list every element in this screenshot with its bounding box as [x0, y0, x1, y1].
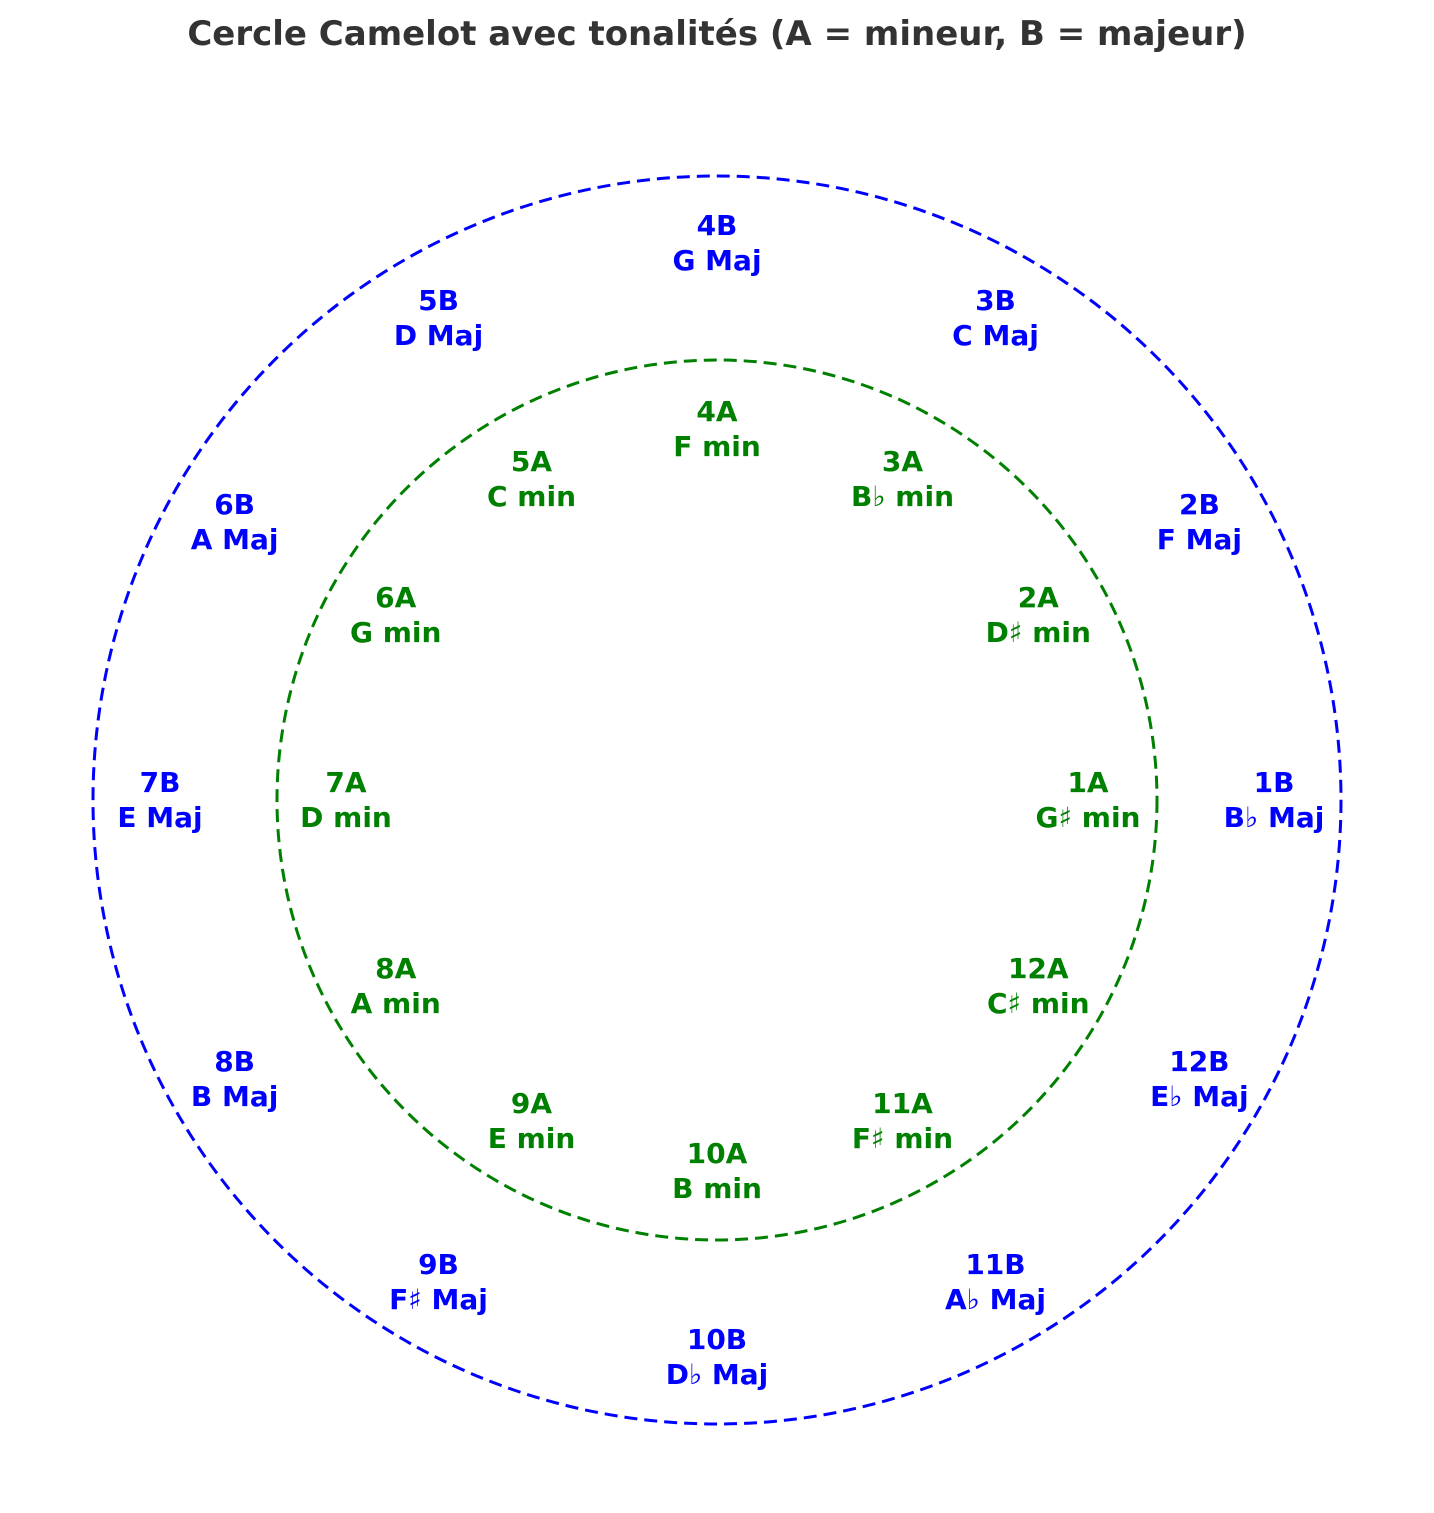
camelot-code: 11A [872, 1087, 933, 1121]
figure-title: Cercle Camelot avec tonalités (A = mineu… [187, 14, 1247, 54]
key-name: G min [349, 615, 442, 649]
wheel-label-3A: 3A B♭ min [851, 444, 954, 514]
wheel-label-1A: 1A G♯ min [1035, 765, 1140, 835]
wheel-label-11A: 11A F♯ min [852, 1086, 953, 1156]
camelot-code: 3B [975, 283, 1016, 317]
wheel-label-6A: 6A G min [350, 580, 441, 650]
camelot-code: 9B [418, 1248, 459, 1282]
camelot-code: 7A [325, 766, 367, 799]
wheel-label-2A: 2A D♯ min [986, 580, 1091, 650]
key-name: D♯ min [985, 615, 1091, 649]
key-name: D♭ Maj [665, 1358, 769, 1391]
wheel-label-7A: 7A D min [300, 765, 392, 835]
camelot-code: 12A [1007, 951, 1069, 985]
key-name: E♭ Maj [1150, 1079, 1249, 1113]
wheel-label-4B: 4B G Maj [672, 208, 761, 278]
camelot-code: 5B [418, 283, 459, 317]
camelot-code: 6B [214, 487, 256, 521]
key-name: D min [300, 801, 392, 834]
key-name: B Maj [190, 1079, 279, 1113]
camelot-code: 1A [1067, 766, 1109, 799]
key-name: E Maj [117, 801, 203, 834]
key-name: C Maj [952, 318, 1039, 352]
wheel-label-9B: 9B F♯ Maj [389, 1247, 488, 1317]
camelot-code: 12B [1169, 1044, 1230, 1078]
key-name: G Maj [672, 244, 762, 277]
camelot-code: 9A [510, 1087, 553, 1121]
inner-minor-circle [275, 358, 1159, 1242]
key-name: B min [672, 1172, 762, 1205]
key-name: A♭ Maj [945, 1283, 1046, 1317]
key-name: D Maj [393, 318, 484, 352]
key-name: C min [486, 479, 577, 513]
key-name: F min [673, 430, 761, 463]
key-name: A Maj [190, 522, 279, 556]
camelot-code: 2A [1017, 580, 1059, 614]
key-name: F Maj [1156, 522, 1242, 556]
wheel-label-1B: 1B B♭ Maj [1224, 765, 1325, 835]
outer-major-circle [91, 174, 1343, 1426]
wheel-label-2B: 2B F Maj [1157, 487, 1242, 557]
camelot-code: 11B [965, 1248, 1026, 1282]
camelot-code: 5A [510, 444, 553, 478]
wheel-label-12A: 12A C♯ min [987, 951, 1090, 1021]
wheel-label-10B: 10B D♭ Maj [666, 1322, 769, 1392]
camelot-code: 7B [139, 766, 181, 799]
key-name: C♯ min [986, 986, 1090, 1020]
wheel-label-12B: 12B E♭ Maj [1150, 1044, 1248, 1114]
wheel-label-3B: 3B C Maj [952, 283, 1039, 353]
wheel-label-10A: 10A B min [672, 1136, 762, 1206]
camelot-code: 4A [696, 395, 738, 428]
camelot-code: 3A [881, 444, 924, 478]
key-name: B♭ Maj [1223, 801, 1325, 834]
camelot-code: 6A [375, 580, 417, 614]
key-name: G♯ min [1035, 801, 1141, 834]
key-name: B♭ min [850, 479, 955, 513]
camelot-code: 10B [686, 1323, 748, 1356]
wheel-label-8A: 8A A min [351, 951, 441, 1021]
camelot-code: 1B [1253, 766, 1295, 799]
key-name: F♯ min [851, 1122, 954, 1156]
wheel-label-11B: 11B A♭ Maj [945, 1247, 1046, 1317]
camelot-code: 8A [375, 951, 417, 985]
camelot-code: 2B [1178, 487, 1220, 521]
wheel-label-5A: 5A C min [487, 444, 576, 514]
wheel-label-7B: 7B E Maj [117, 765, 202, 835]
wheel-label-8B: 8B B Maj [191, 1044, 278, 1114]
key-name: E min [487, 1122, 576, 1156]
wheel-label-9A: 9A E min [488, 1086, 576, 1156]
key-name: F♯ Maj [389, 1283, 488, 1317]
camelot-code: 8B [214, 1044, 256, 1078]
camelot-code: 4B [696, 209, 738, 242]
wheel-label-6B: 6B A Maj [191, 487, 279, 557]
camelot-code: 10A [686, 1137, 748, 1170]
key-name: A min [350, 986, 441, 1020]
wheel-label-4A: 4A F min [673, 394, 761, 464]
wheel-label-5B: 5B D Maj [394, 283, 483, 353]
